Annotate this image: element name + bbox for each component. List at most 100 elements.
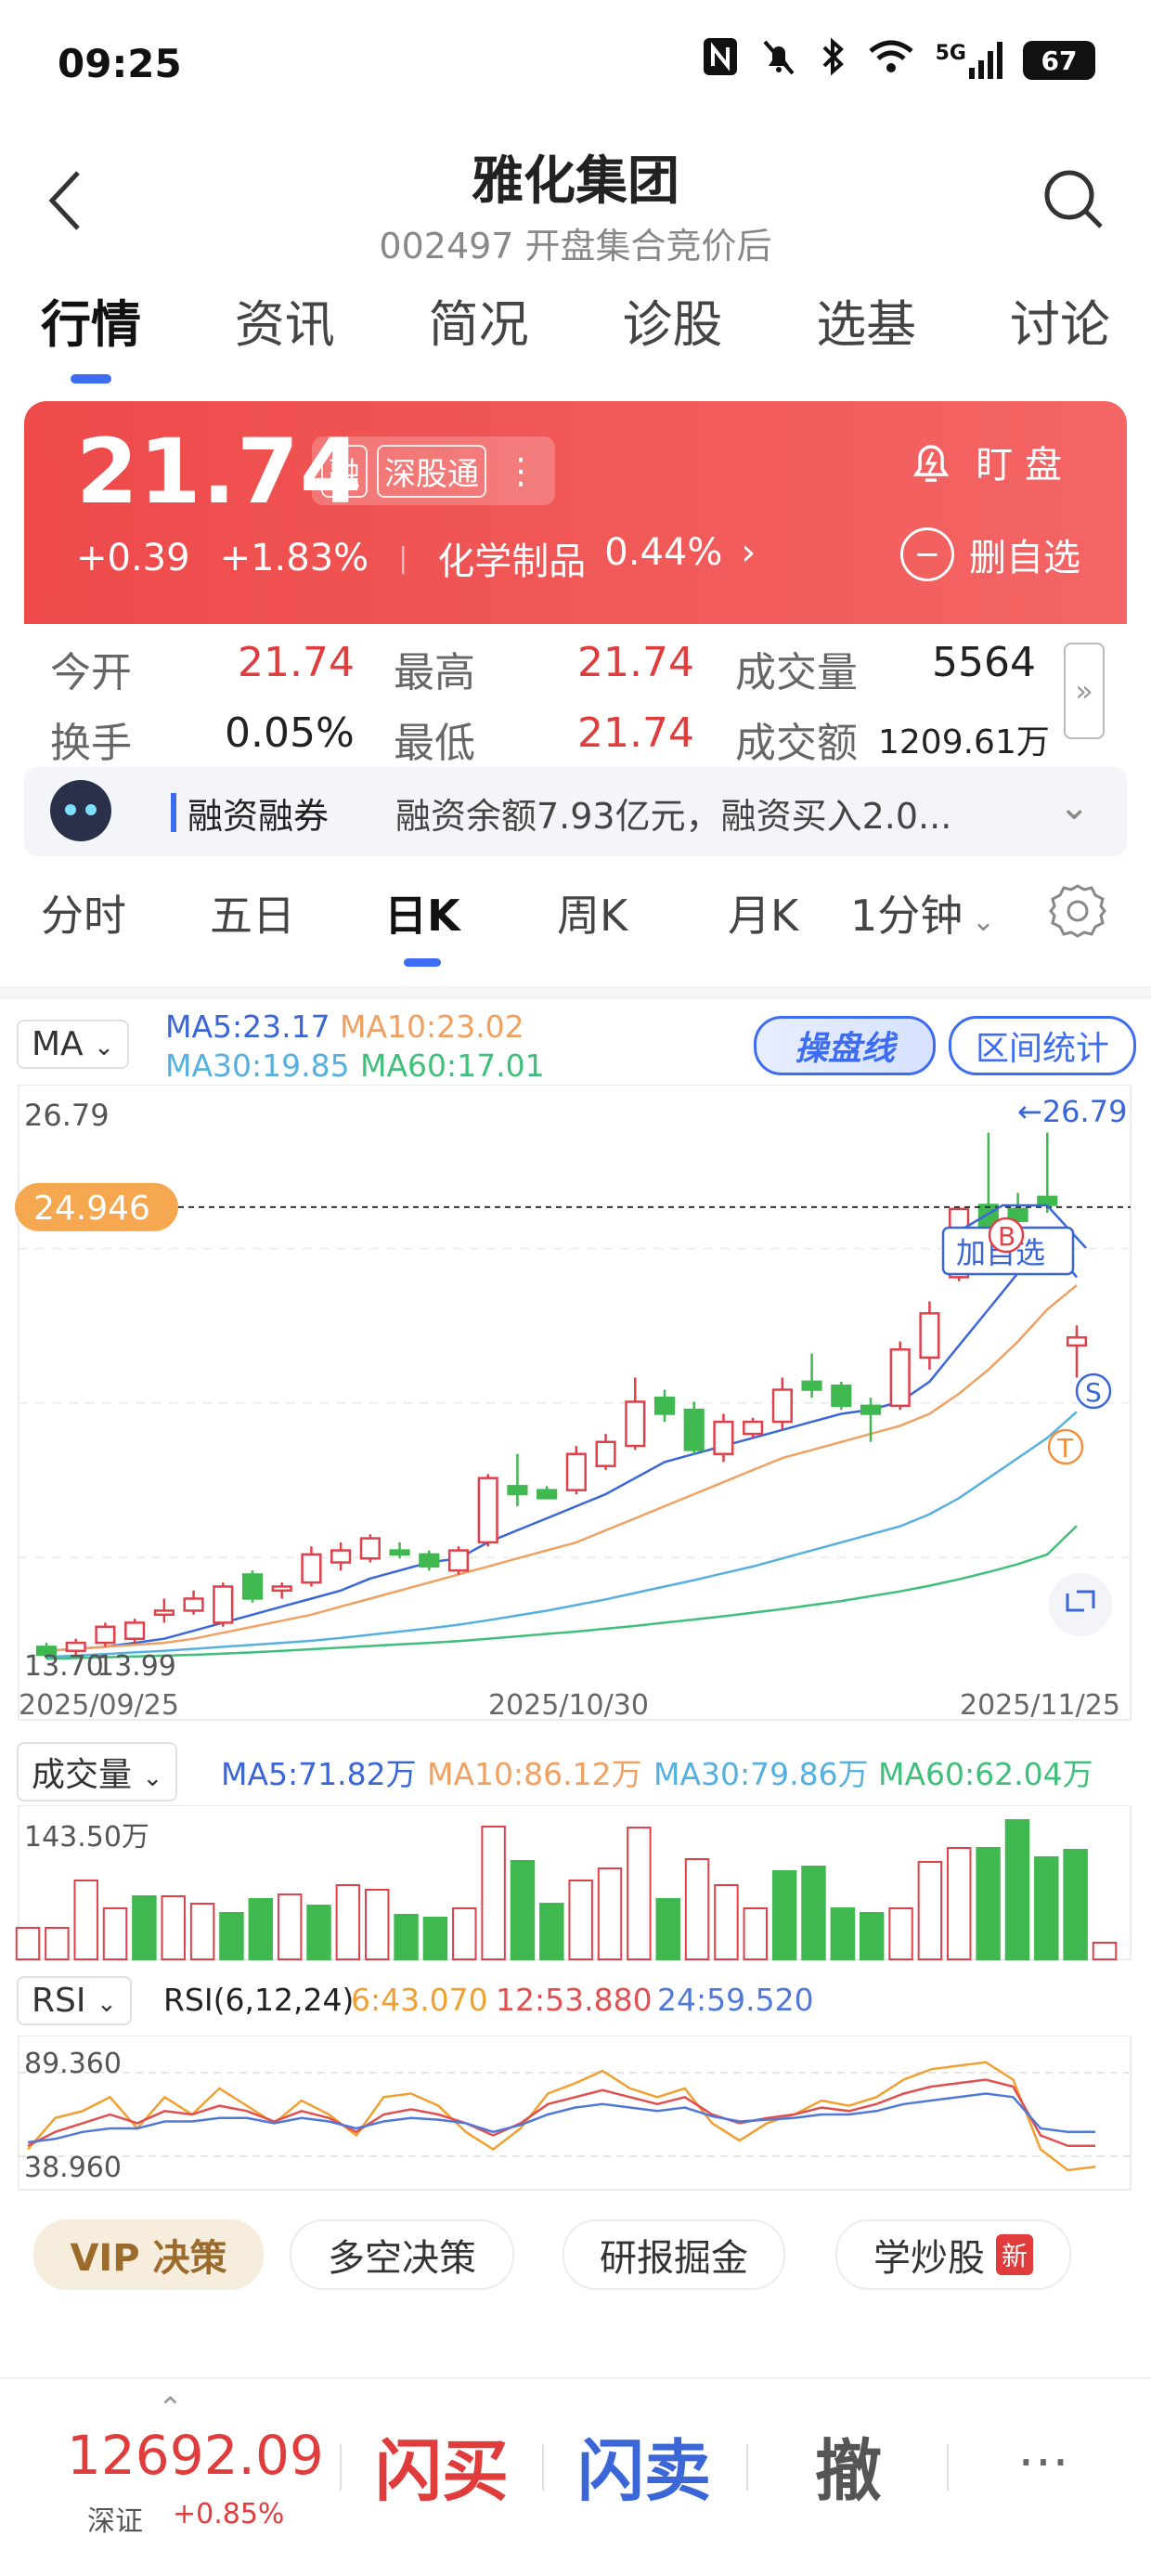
candle	[241, 1570, 264, 1603]
candle-body	[565, 1452, 587, 1491]
rsi-bottom-label: 38.960	[24, 2152, 122, 2184]
candle-body	[419, 1553, 440, 1568]
remove-watchlist-button[interactable]: − 删自选	[900, 527, 1080, 581]
divider	[340, 2444, 342, 2491]
research-chip[interactable]: 研报掘金	[563, 2219, 785, 2290]
candle-body	[301, 1553, 322, 1584]
stock-badges[interactable]: 融 深股通 ⋮	[312, 436, 555, 505]
candle-body	[860, 1404, 882, 1415]
chevron-down-icon: ⌄	[963, 905, 995, 938]
signal-5g-icon: 5G	[936, 42, 1002, 79]
fullscreen-button-bg	[1049, 1573, 1112, 1636]
max-arrow-label: ←26.79	[1017, 1094, 1127, 1129]
ma-selector-label: MA	[32, 1025, 84, 1063]
chevron-double-down-icon: »	[1075, 673, 1093, 709]
quick-buy-button[interactable]: 闪买	[375, 2432, 510, 2510]
rsi-chart[interactable]: 89.360 38.960	[0, 2036, 1151, 2193]
tab-weekly-k[interactable]: 周K	[557, 891, 628, 941]
tab-daily-k[interactable]: 日K	[384, 882, 460, 967]
volume-bar	[830, 1907, 856, 1960]
tab-funds[interactable]: 选基	[816, 295, 917, 354]
learn-trading-chip[interactable]: 学炒股新	[835, 2219, 1071, 2290]
sector-link[interactable]: 化学制品 0.44% ›	[437, 531, 756, 585]
divider	[746, 2444, 748, 2491]
robot-avatar-icon	[50, 780, 111, 841]
more-icon[interactable]: ⋯	[1017, 2431, 1069, 2491]
candle	[860, 1398, 882, 1442]
divider	[542, 2444, 544, 2491]
tab-profile[interactable]: 简况	[428, 295, 529, 354]
tab-diagnosis[interactable]: 诊股	[622, 295, 723, 354]
tab-discussion[interactable]: 讨论	[1009, 295, 1110, 354]
quick-sell-button[interactable]: 闪卖	[577, 2432, 712, 2510]
watch-label: 盯 盘	[976, 444, 1062, 487]
volume-bar	[248, 1898, 274, 1960]
cancel-order-button[interactable]: 撤	[815, 2432, 883, 2510]
more-vertical-icon: ⋮	[503, 450, 538, 491]
x-tick-label: 2025/09/25	[19, 1689, 179, 1722]
indicator-selector-volume[interactable]: 成交量 ⌄	[17, 1742, 178, 1802]
candle	[447, 1546, 470, 1575]
chevron-left-icon	[48, 171, 80, 230]
volume-bar	[684, 1858, 710, 1960]
divider: |	[398, 541, 408, 575]
volume-bar	[510, 1860, 536, 1960]
candle-body	[831, 1384, 852, 1408]
vol-ma30-legend: MA30:79.86万	[653, 1756, 869, 1792]
range-stats-button[interactable]: 区间统计	[949, 1016, 1136, 1075]
volume-chart[interactable]: 143.50万	[0, 1805, 1151, 1963]
volume-bar	[655, 1898, 680, 1960]
tab-five-day[interactable]: 五日	[210, 891, 295, 941]
expand-stats-button[interactable]: »	[1064, 643, 1105, 739]
caopan-line-button[interactable]: 操盘线	[754, 1016, 936, 1075]
volume-bar	[1063, 1849, 1088, 1960]
vip-decision-chip[interactable]: VIP 决策	[33, 2219, 264, 2290]
index-value[interactable]: 12692.09	[67, 2424, 324, 2487]
gear-icon	[1049, 884, 1106, 938]
watch-button[interactable]: 盯 盘	[905, 435, 1062, 488]
search-icon	[1044, 170, 1103, 228]
wifi-icon	[867, 36, 915, 85]
tab-news[interactable]: 资讯	[234, 295, 335, 354]
search-button[interactable]	[1041, 167, 1106, 232]
volume-bar	[219, 1912, 244, 1960]
tab-quote[interactable]: 行情	[41, 283, 141, 384]
chevron-right-icon: ›	[741, 531, 757, 574]
chart-settings-button[interactable]	[1047, 880, 1108, 942]
volume-bar	[481, 1826, 506, 1960]
volume-bar	[743, 1907, 769, 1960]
candle-body	[743, 1420, 764, 1436]
candle	[507, 1453, 528, 1506]
tab-monthly-k[interactable]: 月K	[728, 891, 799, 941]
margin-trading-row[interactable]: 融资融券 融资余额7.93亿元，融资买入2.0... ⌄	[24, 767, 1127, 856]
volume-bar	[189, 1903, 215, 1960]
candle	[359, 1534, 381, 1563]
buy-mark	[988, 1216, 1025, 1254]
candle	[35, 1643, 58, 1659]
candle-body	[889, 1347, 911, 1408]
vol-ma10-legend: MA10:86.12万	[427, 1756, 642, 1792]
ma-line-ma60	[45, 1525, 1078, 1660]
candle	[65, 1638, 86, 1656]
candle	[301, 1546, 322, 1587]
back-button[interactable]	[45, 167, 85, 244]
t-mark-label: T	[1056, 1433, 1074, 1464]
indicator-selector-main[interactable]: MA ⌄	[17, 1020, 129, 1069]
candle	[683, 1401, 705, 1454]
volume-bar	[394, 1914, 419, 1960]
candle-body	[213, 1585, 234, 1624]
chevron-up-icon[interactable]: ⌃	[158, 2390, 183, 2426]
price-change: +0.39	[76, 537, 190, 579]
tab-intraday[interactable]: 分时	[41, 891, 126, 941]
rsi6-legend: 6:43.070	[351, 1982, 488, 2018]
candle-body	[595, 1440, 616, 1467]
volume-label: 成交量	[735, 649, 858, 696]
rsi-line-12	[27, 2078, 1095, 2148]
long-short-chip[interactable]: 多空决策	[290, 2219, 514, 2290]
indicator-selector-rsi[interactable]: RSI ⌄	[17, 1976, 132, 2025]
nfc-icon	[702, 36, 739, 85]
candle	[419, 1550, 440, 1571]
volume-bar	[306, 1905, 331, 1960]
tab-minute-select[interactable]: 1分钟 ⌄	[850, 882, 995, 943]
